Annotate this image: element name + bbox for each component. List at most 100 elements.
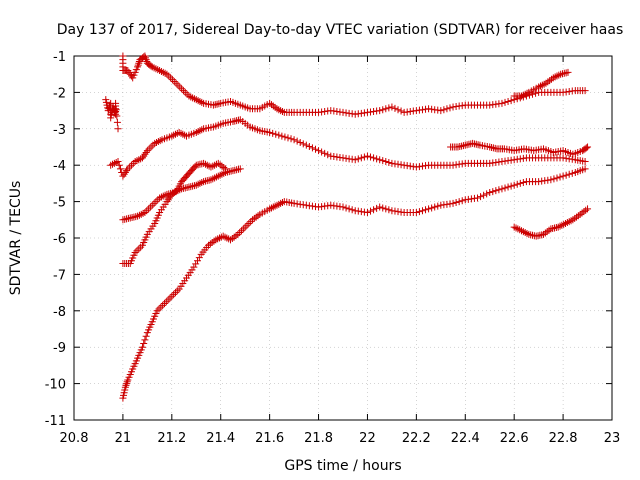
- data-point-lower-track: [510, 181, 518, 189]
- x-tick-label: 20.8: [60, 431, 89, 446]
- data-point-top-track: [437, 107, 445, 115]
- data-point-rising-top: [538, 81, 546, 89]
- data-point-top-track: [134, 61, 142, 69]
- data-point-lower-track: [452, 199, 460, 207]
- data-point-second-track: [351, 156, 359, 164]
- data-point-lower-track: [123, 378, 131, 386]
- y-tick-label: -8: [53, 305, 66, 320]
- data-point-lower-track: [547, 176, 555, 184]
- data-point-fourth-track: [164, 196, 172, 204]
- data-point-second-track: [373, 155, 381, 163]
- grid: [74, 56, 612, 420]
- data-point-fourth-track: [191, 163, 199, 171]
- data-point-lower-track: [122, 381, 130, 389]
- data-point-top-track: [443, 105, 451, 113]
- data-point-fourth-track: [135, 245, 143, 253]
- data-point-top-track: [376, 107, 384, 115]
- data-point-early-cluster: [112, 106, 120, 114]
- data-point-lower-track: [507, 182, 515, 190]
- data-point-top-track: [379, 106, 387, 114]
- x-tick-label: 21.2: [157, 431, 186, 446]
- data-point-top-track: [124, 67, 132, 75]
- data-point-fourth-track: [137, 243, 145, 251]
- data-point-lower-track: [168, 292, 176, 300]
- data-point-lower-track: [142, 332, 150, 340]
- data-point-top-track: [446, 104, 454, 112]
- data-point-second-track: [363, 152, 371, 160]
- data-point-second-track: [110, 159, 118, 167]
- data-point-third-track: [236, 165, 244, 173]
- data-point-third-track: [148, 201, 156, 209]
- data-point-second-track: [179, 130, 187, 138]
- data-point-second-track: [293, 137, 301, 145]
- data-point-lower-track: [141, 336, 149, 344]
- data-point-second-track: [318, 148, 326, 156]
- x-tick-label: 22.6: [500, 431, 529, 446]
- data-point-lower-track: [379, 204, 387, 212]
- data-point-lower-track: [238, 227, 246, 235]
- x-tick-label: 22.2: [402, 431, 431, 446]
- data-point-second-track: [321, 149, 329, 157]
- data-point-second-track: [140, 152, 148, 160]
- data-point-lower-track: [486, 189, 494, 196]
- data-point-lower-track: [480, 191, 488, 199]
- data-point-second-track: [354, 155, 362, 163]
- data-point-lower-track: [483, 190, 491, 198]
- x-tick-label: 21.4: [206, 431, 235, 446]
- data-point-lower-track: [164, 296, 172, 304]
- data-point-top-track: [532, 89, 540, 97]
- y-tick-label: -1: [53, 50, 66, 65]
- data-point-lower-track: [342, 204, 350, 212]
- data-point-second-track: [269, 129, 277, 137]
- data-point-lower-track: [173, 287, 181, 295]
- data-point-lower-track: [363, 209, 371, 217]
- y-tick-label: -7: [53, 268, 66, 283]
- data-point-lower-track: [495, 186, 503, 194]
- y-tick-label: -5: [53, 196, 66, 211]
- data-point-second-track: [147, 143, 155, 151]
- data-point-lower-track: [140, 340, 148, 348]
- data-point-second-track: [138, 154, 146, 162]
- data-point-top-track: [142, 56, 150, 64]
- data-point-second-track: [385, 158, 393, 166]
- data-point-lower-track: [385, 206, 393, 214]
- data-point-second-track: [284, 134, 292, 142]
- data-point-right-lower-seg: [584, 205, 592, 213]
- data-point-lower-track: [501, 184, 509, 192]
- y-tick-label: -3: [53, 123, 66, 138]
- data-point-fourth-track: [165, 194, 173, 202]
- data-point-second-track: [272, 130, 280, 138]
- data-point-second-track: [382, 158, 390, 166]
- data-point-lower-track: [159, 301, 167, 309]
- y-axis-title: SDTVAR / TECUs: [8, 181, 24, 296]
- data-point-lower-track: [121, 383, 129, 391]
- data-point-top-track: [168, 76, 176, 84]
- data-point-second-track: [367, 153, 375, 161]
- data-point-fourth-track: [203, 161, 211, 169]
- data-point-right-upper-seg: [582, 144, 590, 152]
- data-point-lower-track: [155, 305, 163, 313]
- data-point-lower-track: [192, 260, 200, 268]
- data-point-top-track: [167, 74, 175, 82]
- data-point-top-track: [134, 63, 142, 71]
- data-point-second-track: [324, 151, 332, 159]
- data-point-lower-track: [562, 171, 570, 179]
- data-point-top-track: [141, 52, 149, 60]
- x-tick-label: 22.4: [451, 431, 480, 446]
- data-point-second-track: [315, 147, 323, 155]
- x-tick-label: 23: [604, 431, 621, 446]
- data-point-rising-top: [564, 68, 572, 76]
- data-point-top-track: [170, 77, 178, 85]
- data-point-fourth-track: [222, 165, 230, 173]
- data-point-lower-track: [519, 178, 527, 186]
- data-point-lower-track: [458, 197, 466, 205]
- y-tick-label: -9: [53, 341, 66, 356]
- data-point-top-track: [142, 54, 150, 62]
- data-point-right-upper-seg: [584, 143, 592, 151]
- data-point-second-track: [278, 132, 286, 140]
- data-point-top-track: [179, 87, 187, 95]
- data-point-second-track: [121, 168, 129, 176]
- data-point-top-track: [529, 90, 537, 98]
- data-point-second-track: [266, 128, 274, 136]
- data-point-lower-track: [166, 294, 174, 302]
